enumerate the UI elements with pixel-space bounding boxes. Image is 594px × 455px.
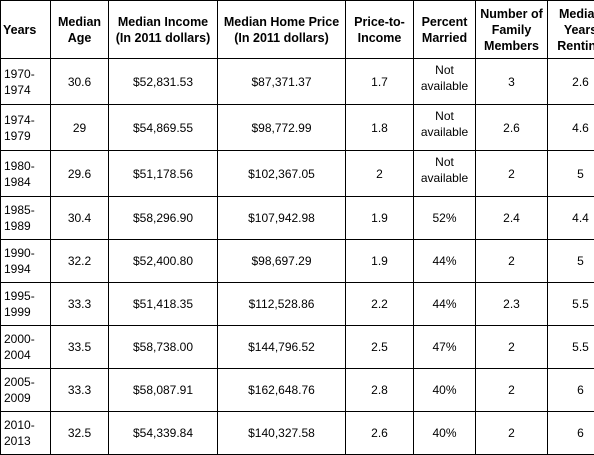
cell-years-renting: 4.4 — [548, 197, 594, 240]
cell-years-renting: 6 — [548, 369, 594, 412]
cell-price-to-income: 1.7 — [346, 59, 414, 105]
cell-years-renting: 5 — [548, 151, 594, 197]
cell-median-home-price: $102,367.05 — [218, 151, 346, 197]
header-median-home-price: Median Home Price (In 2011 dollars) — [218, 1, 346, 59]
table-row: 1985-1989 30.4 $58,296.90 $107,942.98 1.… — [1, 197, 594, 240]
cell-median-home-price: $87,371.37 — [218, 59, 346, 105]
cell-years-renting: 5.5 — [548, 283, 594, 326]
cell-median-income: $51,178.56 — [109, 151, 218, 197]
cell-percent-married: 44% — [414, 240, 476, 283]
cell-median-age: 32.2 — [51, 240, 109, 283]
cell-price-to-income: 1.9 — [346, 240, 414, 283]
cell-years: 1974-1979 — [1, 105, 51, 151]
cell-percent-married: 40% — [414, 412, 476, 455]
cell-family-members: 2.4 — [476, 197, 548, 240]
cell-median-home-price: $107,942.98 — [218, 197, 346, 240]
cell-median-income: $54,339.84 — [109, 412, 218, 455]
header-family-members: Number of Family Members — [476, 1, 548, 59]
cell-years: 1990-1994 — [1, 240, 51, 283]
cell-family-members: 2.6 — [476, 105, 548, 151]
cell-family-members: 3 — [476, 59, 548, 105]
table-row: 2010-2013 32.5 $54,339.84 $140,327.58 2.… — [1, 412, 594, 455]
cell-family-members: 2 — [476, 326, 548, 369]
cell-median-income: $54,869.55 — [109, 105, 218, 151]
cell-years-renting: 5.5 — [548, 326, 594, 369]
cell-median-age: 33.3 — [51, 283, 109, 326]
table-row: 1995-1999 33.3 $51,418.35 $112,528.86 2.… — [1, 283, 594, 326]
table-row: 2005-2009 33.3 $58,087.91 $162,648.76 2.… — [1, 369, 594, 412]
cell-median-income: $52,831.53 — [109, 59, 218, 105]
cell-percent-married: 47% — [414, 326, 476, 369]
cell-percent-married: 52% — [414, 197, 476, 240]
cell-median-income: $52,400.80 — [109, 240, 218, 283]
cell-median-age: 33.3 — [51, 369, 109, 412]
table-row: 1974-1979 29 $54,869.55 $98,772.99 1.8 N… — [1, 105, 594, 151]
cell-years: 2005-2009 — [1, 369, 51, 412]
cell-median-income: $58,087.91 — [109, 369, 218, 412]
cell-years: 2000-2004 — [1, 326, 51, 369]
table-row: 1990-1994 32.2 $52,400.80 $98,697.29 1.9… — [1, 240, 594, 283]
header-median-income: Median Income (In 2011 dollars) — [109, 1, 218, 59]
cell-median-home-price: $140,327.58 — [218, 412, 346, 455]
cell-price-to-income: 1.8 — [346, 105, 414, 151]
cell-years-renting: 5 — [548, 240, 594, 283]
cell-years: 1995-1999 — [1, 283, 51, 326]
cell-family-members: 2 — [476, 412, 548, 455]
header-price-to-income: Price-to-Income — [346, 1, 414, 59]
table-row: 1980-1984 29.6 $51,178.56 $102,367.05 2 … — [1, 151, 594, 197]
cell-years: 1980-1984 — [1, 151, 51, 197]
header-median-age: Median Age — [51, 1, 109, 59]
cell-median-age: 29 — [51, 105, 109, 151]
cell-median-income: $51,418.35 — [109, 283, 218, 326]
cell-percent-married: 40% — [414, 369, 476, 412]
cell-years-renting: 2.6 — [548, 59, 594, 105]
table-row: 2000-2004 33.5 $58,738.00 $144,796.52 2.… — [1, 326, 594, 369]
header-percent-married: Percent Married — [414, 1, 476, 59]
cell-median-income: $58,296.90 — [109, 197, 218, 240]
cell-percent-married: Not available — [414, 59, 476, 105]
cell-median-home-price: $112,528.86 — [218, 283, 346, 326]
cell-percent-married: Not available — [414, 151, 476, 197]
cell-percent-married: 44% — [414, 283, 476, 326]
cell-median-age: 30.6 — [51, 59, 109, 105]
cell-years-renting: 6 — [548, 412, 594, 455]
header-years-renting: Median Years Renting — [548, 1, 594, 59]
cell-median-age: 30.4 — [51, 197, 109, 240]
cell-price-to-income: 2.8 — [346, 369, 414, 412]
cell-price-to-income: 2.5 — [346, 326, 414, 369]
header-row: Years Median Age Median Income (In 2011 … — [1, 1, 594, 59]
cell-median-home-price: $144,796.52 — [218, 326, 346, 369]
cell-median-income: $58,738.00 — [109, 326, 218, 369]
cell-median-age: 29.6 — [51, 151, 109, 197]
cell-median-home-price: $98,697.29 — [218, 240, 346, 283]
table-row: 1970-1974 30.6 $52,831.53 $87,371.37 1.7… — [1, 59, 594, 105]
cell-price-to-income: 2.2 — [346, 283, 414, 326]
cell-price-to-income: 2.6 — [346, 412, 414, 455]
cell-years-renting: 4.6 — [548, 105, 594, 151]
cell-median-home-price: $162,648.76 — [218, 369, 346, 412]
header-years: Years — [1, 1, 51, 59]
cell-years: 1970-1974 — [1, 59, 51, 105]
cell-family-members: 2 — [476, 151, 548, 197]
cell-years: 2010-2013 — [1, 412, 51, 455]
cell-family-members: 2 — [476, 369, 548, 412]
cell-price-to-income: 2 — [346, 151, 414, 197]
cell-price-to-income: 1.9 — [346, 197, 414, 240]
cell-median-age: 32.5 — [51, 412, 109, 455]
cell-family-members: 2 — [476, 240, 548, 283]
cell-percent-married: Not available — [414, 105, 476, 151]
cell-median-home-price: $98,772.99 — [218, 105, 346, 151]
cell-median-age: 33.5 — [51, 326, 109, 369]
cell-family-members: 2.3 — [476, 283, 548, 326]
cell-years: 1985-1989 — [1, 197, 51, 240]
